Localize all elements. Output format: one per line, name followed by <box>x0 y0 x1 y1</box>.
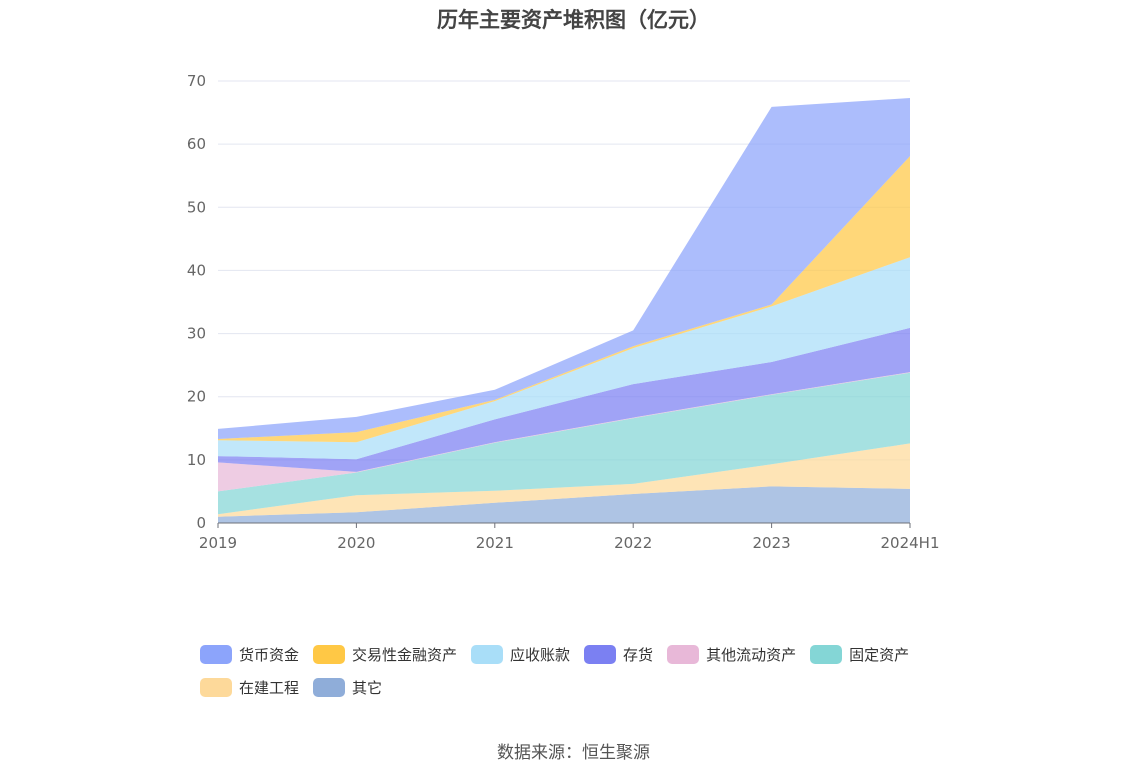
x-tick-label: 2022 <box>614 534 652 552</box>
legend-item[interactable]: 其它 <box>313 677 382 698</box>
area-series-0[interactable] <box>218 486 910 523</box>
area-series-5[interactable] <box>218 257 910 460</box>
legend: 货币资金 交易性金融资产 应收账款 存货 其他流动资产 固定资产在建工程 其它 <box>200 638 980 704</box>
legend-item[interactable]: 应收账款 <box>471 644 570 665</box>
legend-label: 应收账款 <box>510 646 571 664</box>
legend-swatch <box>810 645 843 664</box>
legend-item[interactable]: 在建工程 <box>200 677 299 698</box>
legend-swatch <box>313 645 346 664</box>
y-tick-label: 30 <box>187 325 206 343</box>
area-series-1[interactable] <box>218 443 910 517</box>
y-tick-label: 40 <box>187 261 206 279</box>
legend-label: 交易性金融资产 <box>352 646 458 664</box>
legend-item[interactable]: 交易性金融资产 <box>313 644 457 665</box>
area-series-7[interactable] <box>218 98 910 439</box>
area-series-2[interactable] <box>218 372 910 515</box>
legend-swatch <box>667 645 700 664</box>
legend-item[interactable]: 货币资金 <box>200 644 299 665</box>
legend-label: 固定资产 <box>849 646 910 664</box>
y-tick-label: 70 <box>187 72 206 90</box>
area-series <box>218 98 910 523</box>
x-tick-label: 2024H1 <box>881 534 940 552</box>
legend-label: 在建工程 <box>239 679 300 697</box>
legend-label: 其它 <box>352 679 383 697</box>
stacked-area-chart: 0 10 20 30 40 50 60 70 2019 2020 2021 2022 2023 2024H… <box>187 72 940 552</box>
source-text: 数据来源：恒生聚源 <box>497 743 650 763</box>
x-tick-label: 2023 <box>753 534 791 552</box>
legend-label: 其他流动资产 <box>706 646 797 664</box>
area-series-3[interactable] <box>218 372 910 492</box>
x-tick-label: 2021 <box>476 534 514 552</box>
axes: 0 10 20 30 40 50 60 70 2019 2020 2021 2022 2023 2024H… <box>187 72 940 552</box>
legend-swatch <box>584 645 617 664</box>
legend-label: 货币资金 <box>239 646 300 664</box>
legend-swatch <box>313 678 346 697</box>
x-tick-label: 2020 <box>337 534 375 552</box>
y-tick-label: 60 <box>187 135 206 153</box>
legend-item[interactable]: 其他流动资产 <box>667 644 796 665</box>
y-tick-label: 50 <box>187 198 206 216</box>
legend-swatch <box>200 645 232 664</box>
legend-item[interactable]: 存货 <box>584 644 653 665</box>
legend-swatch <box>471 645 504 664</box>
legend-swatch <box>200 678 232 697</box>
y-tick-label: 10 <box>187 451 206 469</box>
chart-title: 历年主要资产堆积图（亿元） <box>437 8 710 32</box>
y-tick-label: 0 <box>196 514 206 532</box>
x-tick-label: 2019 <box>199 534 237 552</box>
legend-row: 在建工程 其它 <box>200 671 980 704</box>
legend-item[interactable]: 固定资产 <box>810 644 909 665</box>
y-tick-label: 20 <box>187 388 206 406</box>
legend-row: 货币资金 交易性金融资产 应收账款 存货 其他流动资产 固定资产 <box>200 638 980 671</box>
legend-label: 存货 <box>623 646 654 664</box>
